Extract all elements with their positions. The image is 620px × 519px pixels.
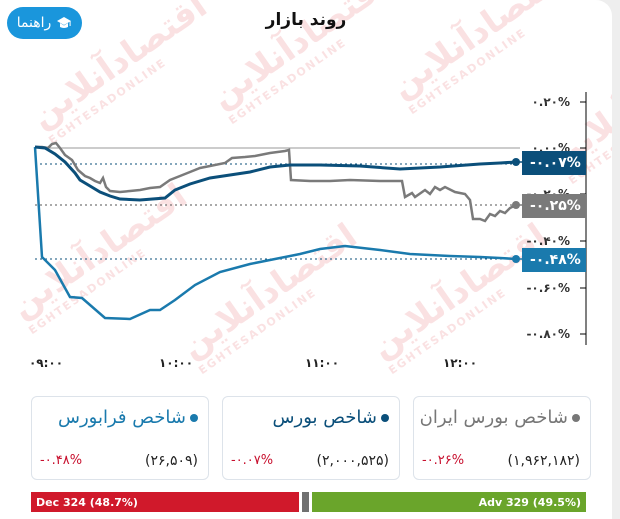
legend-dot-icon: [381, 413, 389, 422]
index-name: شاخص فرابورس: [58, 407, 186, 428]
index-change: -۰.۰۷%: [231, 453, 274, 468]
index-card-farabourse[interactable]: شاخص فرابورس (۲۶,۵۰۹) -۰.۴۸%: [31, 396, 209, 480]
help-button-label: راهنما: [16, 15, 52, 31]
x-tick-label: ۱۱:۰۰: [304, 356, 340, 370]
index-value: (۲,۰۰۰,۵۲۵): [316, 453, 389, 469]
y-tick-label: -۰.۴۰%: [526, 234, 570, 248]
x-tick-label: ۱۰:۰۰: [158, 356, 194, 370]
index-card-bourse[interactable]: شاخص بورس (۲,۰۰۰,۵۲۵) -۰.۰۷%: [222, 396, 400, 480]
y-tick-label: -۰.۸۰%: [526, 327, 570, 341]
bourse-line: [34, 145, 517, 202]
y-tick-label: -۰.۶۰%: [526, 281, 570, 295]
help-button[interactable]: راهنما: [7, 7, 82, 39]
farabourse-line: [33, 146, 517, 321]
bourse-last-value: -۰.۰۷%: [522, 151, 586, 175]
index-value: (۱,۹۶۲,۱۸۲): [507, 453, 580, 469]
index-change: -۰.۴۸%: [40, 453, 83, 468]
iran-index-last-value: -۰.۲۵%: [522, 194, 586, 218]
index-card-iran-bourse[interactable]: شاخص بورس ایران (۱,۹۶۲,۱۸۲) -۰.۲۶%: [413, 396, 591, 480]
index-value: (۲۶,۵۰۹): [145, 453, 198, 469]
legend-dot-icon: [572, 413, 580, 422]
x-tick-label: ۱۲:۰۰: [442, 356, 478, 370]
y-tick-label: ۰.۲۰%: [531, 95, 570, 109]
iran-index-line: [35, 141, 517, 223]
unchanged-segment: [302, 492, 309, 512]
advancing-segment: Adv 329 (49.5%): [312, 492, 586, 512]
farabourse-last-value: -۰.۴۸%: [522, 248, 586, 272]
market-trend-chart: [33, 92, 587, 345]
index-change: -۰.۲۶%: [422, 453, 465, 468]
declining-segment: Dec 324 (48.7%): [31, 492, 299, 512]
index-name: شاخص بورس: [272, 407, 377, 428]
graduation-cap-icon: [57, 17, 72, 28]
x-tick-label: ۰۹:۰۰: [28, 356, 64, 370]
page-title: روند بازار: [265, 10, 347, 30]
index-name: شاخص بورس ایران: [419, 407, 568, 428]
legend-dot-icon: [190, 413, 198, 422]
market-breadth-bar: Dec 324 (48.7%) Adv 329 (49.5%): [31, 492, 586, 512]
